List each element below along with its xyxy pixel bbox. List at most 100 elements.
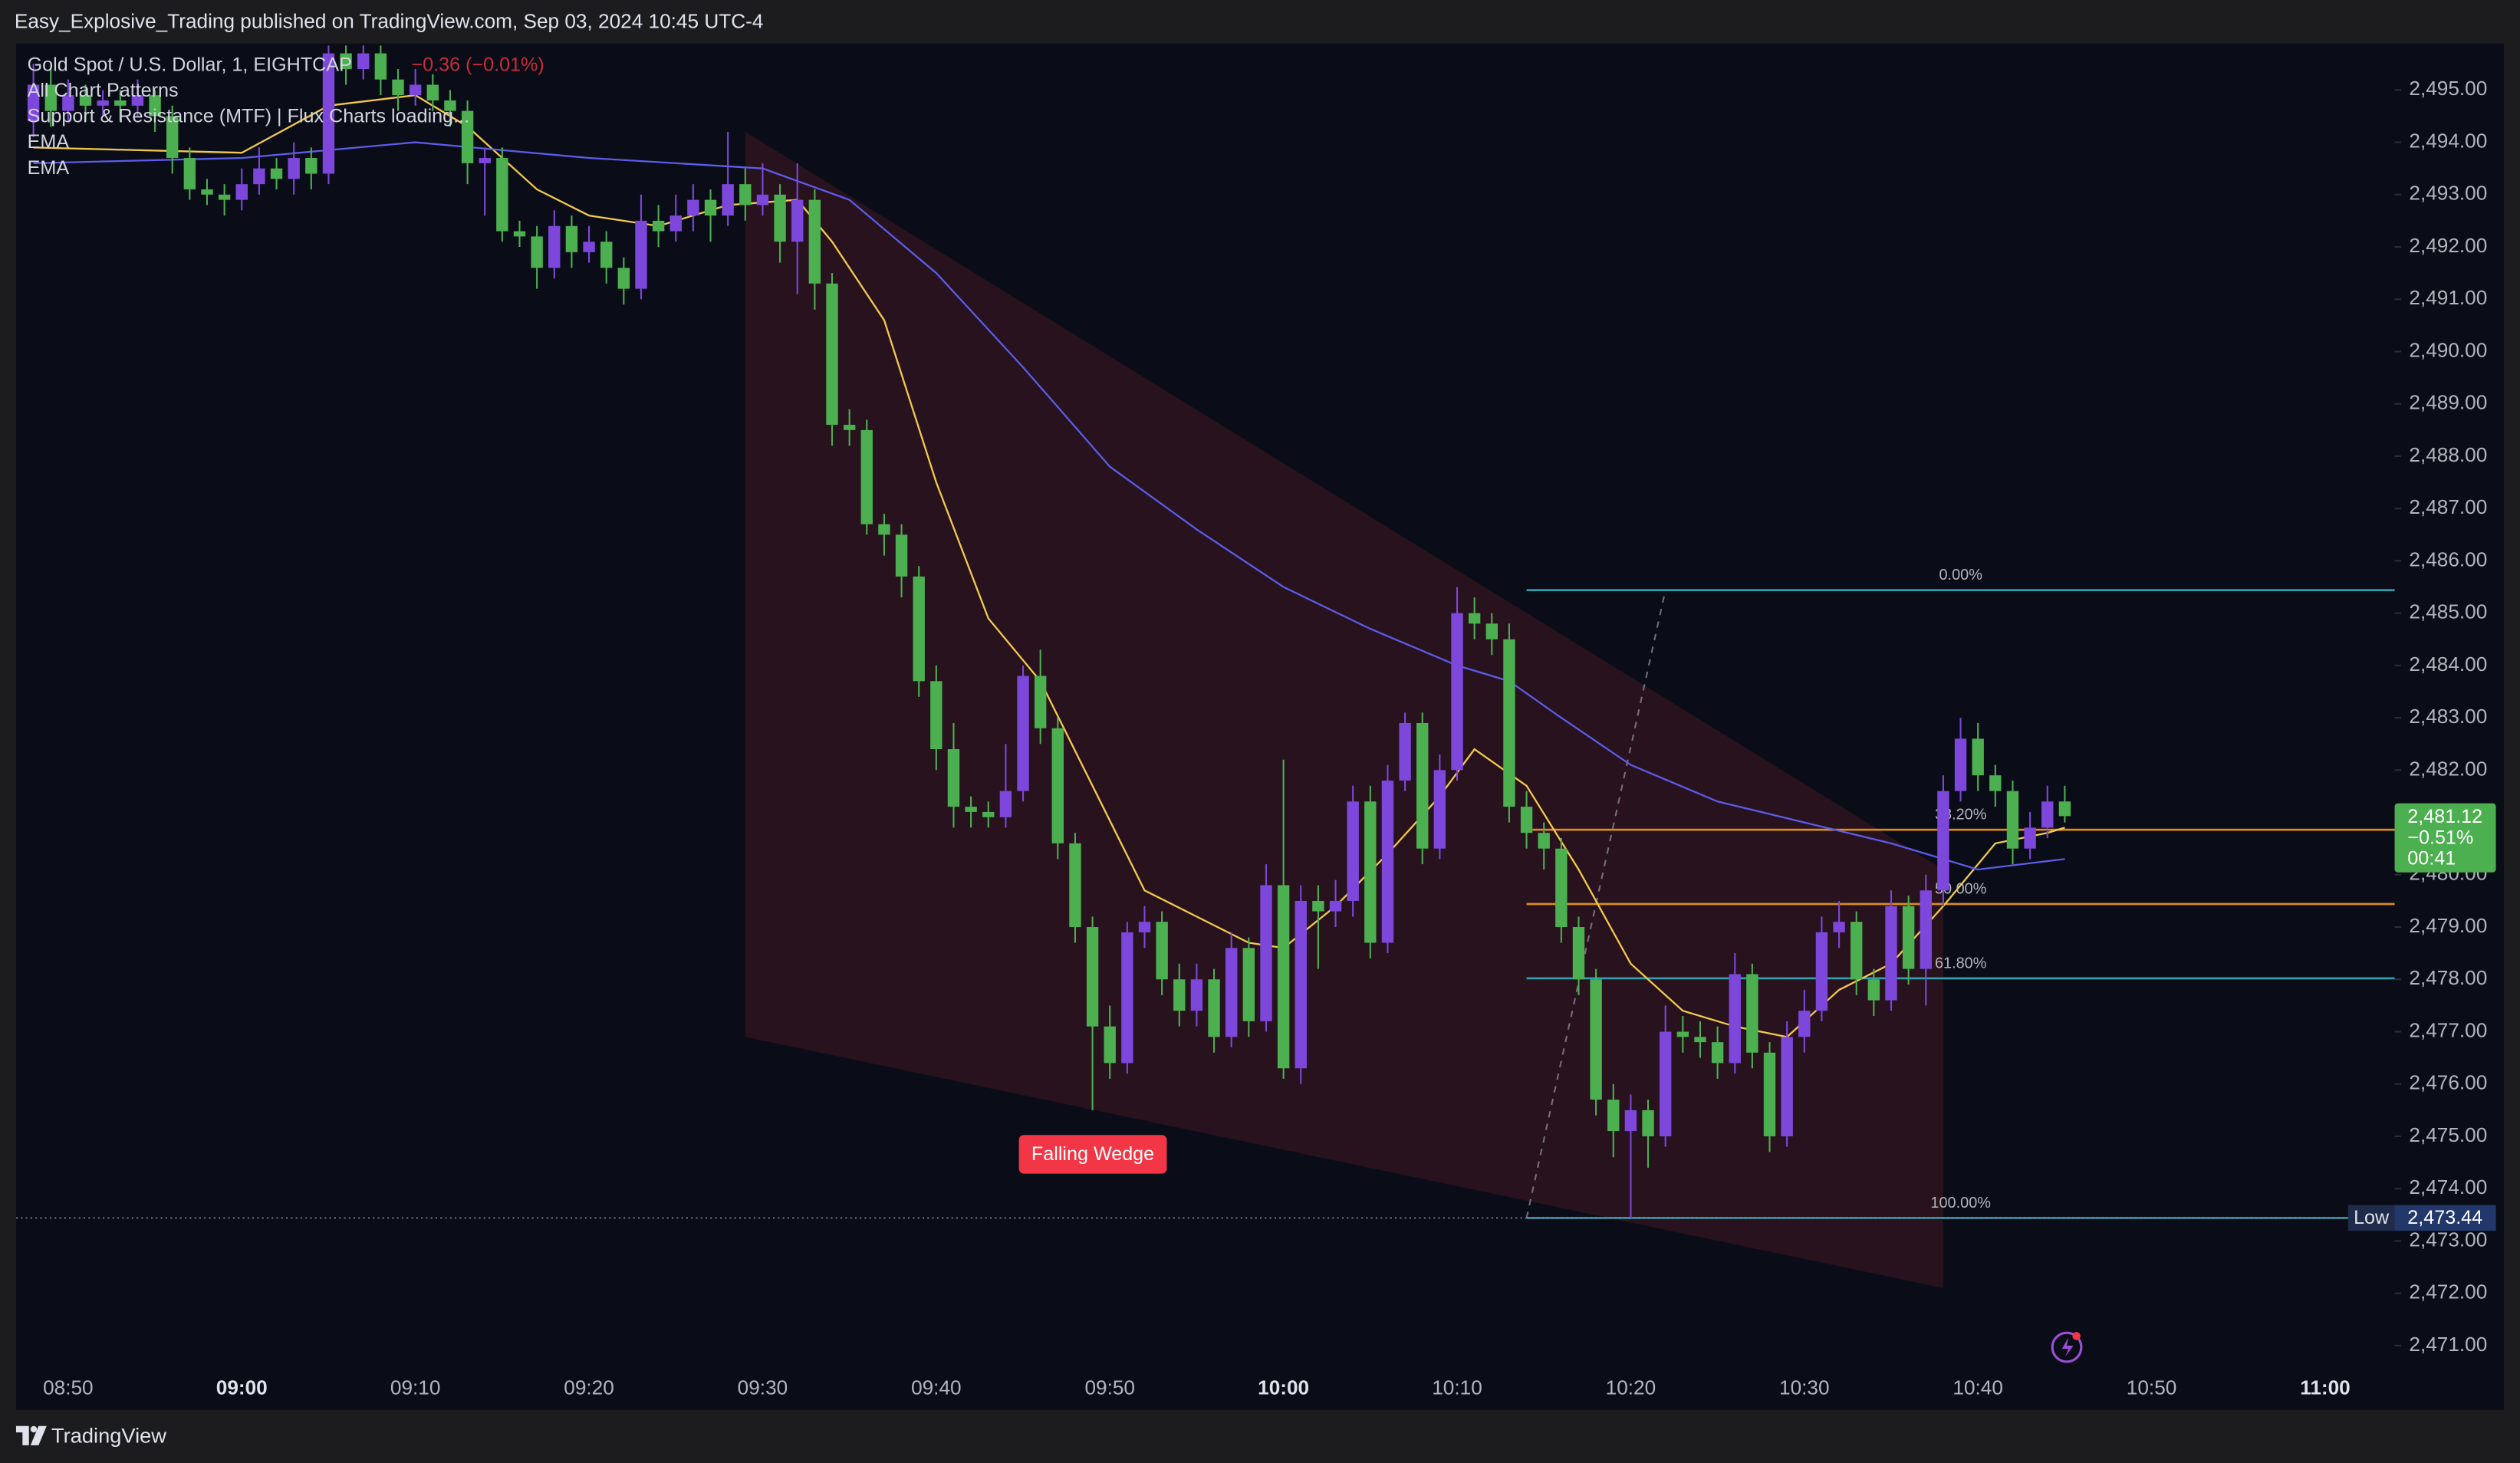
candle-body: [1902, 906, 1915, 969]
candle-body: [1156, 922, 1168, 980]
y-tick-label: 2,482.00: [2409, 757, 2487, 780]
fib-level-label: 100.00%: [1930, 1195, 1991, 1211]
candle-body: [1138, 922, 1151, 932]
low-value-label: 2,473.44: [2407, 1207, 2482, 1228]
x-tick-label: 09:10: [390, 1376, 441, 1399]
candle-body: [218, 194, 231, 200]
y-tick-label: 2,493.00: [2409, 182, 2487, 205]
candle-body: [878, 524, 890, 535]
candle-body: [1225, 948, 1238, 1037]
candle-body: [1659, 1031, 1672, 1136]
candle-body: [235, 184, 248, 200]
x-tick-label: 09:40: [911, 1376, 962, 1399]
candle-body: [131, 95, 144, 106]
candle-body: [1763, 1052, 1776, 1136]
overlay: Falling Wedge Gold Spot / U.S. Dollar, 1,…: [28, 54, 2496, 1399]
candle-body: [1798, 1011, 1811, 1037]
candle-body: [2024, 827, 2036, 849]
candle-body: [704, 199, 717, 216]
plot-area: 0.00%38.20%50.00%61.80%100.00%: [15, 45, 2395, 1288]
candle-body: [183, 158, 196, 189]
candle-body: [1851, 922, 1863, 980]
candle-body: [62, 95, 74, 111]
x-tick-label: 10:30: [1779, 1376, 1830, 1399]
candle-body: [149, 95, 161, 117]
candle-body: [1590, 979, 1602, 1100]
candle-body: [1624, 1110, 1637, 1132]
x-tick-label: 10:10: [1432, 1376, 1482, 1399]
low-label-box: [2347, 1205, 2395, 1231]
candle-body: [548, 225, 561, 268]
candle-body: [426, 84, 439, 100]
fib-trend-line: [1525, 590, 1666, 1218]
ema-line: [33, 141, 2065, 871]
x-tick-label: 11:00: [2300, 1376, 2351, 1399]
candle-body: [1729, 974, 1741, 1064]
candle-body: [930, 681, 943, 750]
candle-body: [1329, 900, 1342, 912]
candle-body: [1051, 728, 1064, 843]
legend-entry: EMA: [28, 157, 70, 179]
candle-body: [1295, 900, 1307, 1069]
y-tick-label: 2,492.00: [2409, 234, 2487, 257]
candle-body: [808, 199, 821, 284]
x-tick-label: 09:30: [738, 1376, 788, 1399]
low-label: Low: [2354, 1207, 2390, 1228]
x-tick-label: 10:50: [2127, 1376, 2177, 1399]
candle-body: [583, 242, 595, 252]
x-tick-label: 09:00: [216, 1376, 268, 1399]
candle-body: [2058, 801, 2071, 817]
y-tick-label: 2,474.00: [2409, 1175, 2487, 1198]
candle-body: [739, 184, 752, 205]
candle-body: [27, 84, 40, 122]
plot-background: [15, 43, 2505, 1410]
candle-body: [1503, 639, 1515, 807]
y-tick-label: 2,471.00: [2409, 1333, 2487, 1356]
pattern-label-box: [1018, 1135, 1167, 1174]
candle-body: [1347, 801, 1359, 901]
candle-body: [1972, 738, 1984, 776]
candle-body: [1121, 932, 1133, 1064]
fib-level-label: 61.80%: [1935, 955, 1986, 971]
y-tick-label: 2,494.00: [2409, 129, 2487, 152]
candle-body: [947, 749, 960, 807]
candle-body: [565, 225, 578, 252]
y-tick-label: 2,486.00: [2409, 547, 2487, 570]
indicator-name: All Chart Patterns: [28, 80, 179, 101]
candle-body: [1538, 833, 1550, 849]
candle-body: [1451, 613, 1463, 771]
candle-body: [1676, 1031, 1689, 1037]
candle-body: [409, 84, 422, 96]
candle-body: [1416, 722, 1429, 849]
candle-body: [305, 158, 317, 174]
y-tick-label: 2,488.00: [2409, 443, 2487, 466]
tradingview-logo: [15, 1425, 47, 1445]
candle-body: [1885, 906, 1897, 1001]
candle-body: [357, 53, 370, 70]
candle-body: [1399, 722, 1411, 781]
x-tick-label: 08:50: [43, 1376, 94, 1399]
y-tick-label: 2,491.00: [2409, 286, 2487, 309]
candle-body: [999, 791, 1012, 817]
x-tick-label: 10:20: [1606, 1376, 1656, 1399]
candle-body: [774, 194, 786, 242]
candle-body: [1468, 613, 1481, 624]
indicator-name: Support & Resistance (MTF) | Flux Charts…: [28, 106, 469, 127]
candle-body: [1867, 979, 1880, 1001]
candle-body: [1520, 807, 1533, 833]
pattern-label: Falling Wedge: [1031, 1143, 1154, 1165]
low-value-box: [2394, 1205, 2496, 1231]
candle-body: [1242, 948, 1255, 1021]
y-tick-label: 2,472.00: [2409, 1281, 2487, 1304]
candle-body: [1746, 974, 1758, 1053]
y-tick-label: 2,476.00: [2409, 1071, 2487, 1094]
candle-body: [1086, 927, 1099, 1027]
candle-body: [617, 268, 630, 289]
symbol-title: Gold Spot / U.S. Dollar, 1, EIGHTCAP: [28, 54, 352, 76]
y-tick-label: 2,478.00: [2409, 966, 2487, 989]
symbol-change: −0.36 (−0.01%): [411, 54, 544, 76]
last-price-box: [2394, 803, 2496, 873]
y-tick-label: 2,487.00: [2409, 495, 2487, 518]
y-tick-label: 2,473.00: [2409, 1228, 2487, 1251]
